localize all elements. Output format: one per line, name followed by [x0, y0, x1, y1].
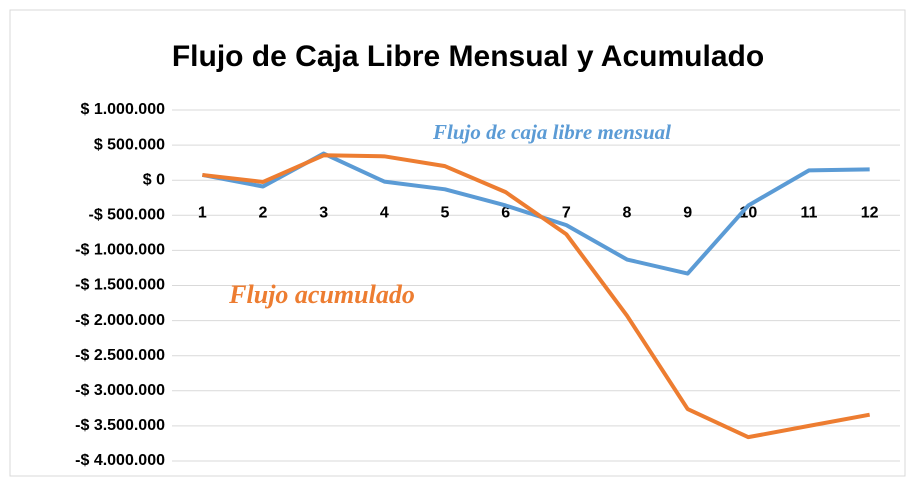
series-annotation: Flujo acumulado	[228, 280, 415, 309]
chart-frame	[9, 9, 906, 477]
y-tick-label: -$ 1.000.000	[75, 242, 165, 259]
x-tick-label: 1	[198, 204, 207, 221]
y-tick-label: $ 1.000.000	[80, 101, 165, 118]
y-tick-label: $ 500.000	[94, 136, 165, 153]
y-tick-label: $ 0	[143, 171, 165, 188]
x-tick-label: 9	[683, 204, 692, 221]
y-tick-label: -$ 3.000.000	[75, 382, 165, 399]
y-tick-label: -$ 500.000	[88, 207, 165, 224]
y-tick-label: -$ 2.500.000	[75, 347, 165, 364]
x-tick-label: 8	[623, 204, 632, 221]
series-annotation: Flujo de caja libre mensual	[432, 120, 671, 144]
x-tick-label: 3	[319, 204, 328, 221]
x-tick-label: 12	[861, 204, 879, 221]
y-tick-label: -$ 1.500.000	[75, 277, 165, 294]
series-line	[202, 153, 871, 440]
y-tick-label: -$ 2.000.000	[75, 312, 165, 329]
y-tick-label: -$ 3.500.000	[75, 417, 165, 434]
x-tick-label: 11	[801, 204, 818, 221]
y-tick-label: -$ 4.000.000	[75, 452, 165, 469]
x-tick-label: 7	[562, 204, 571, 221]
x-tick-label: 4	[380, 204, 389, 221]
chart-title: Flujo de Caja Libre Mensual y Acumulado	[172, 40, 764, 73]
x-tick-label: 6	[501, 204, 510, 221]
x-tick-label: 5	[441, 204, 450, 221]
x-tick-label: 2	[259, 204, 268, 221]
